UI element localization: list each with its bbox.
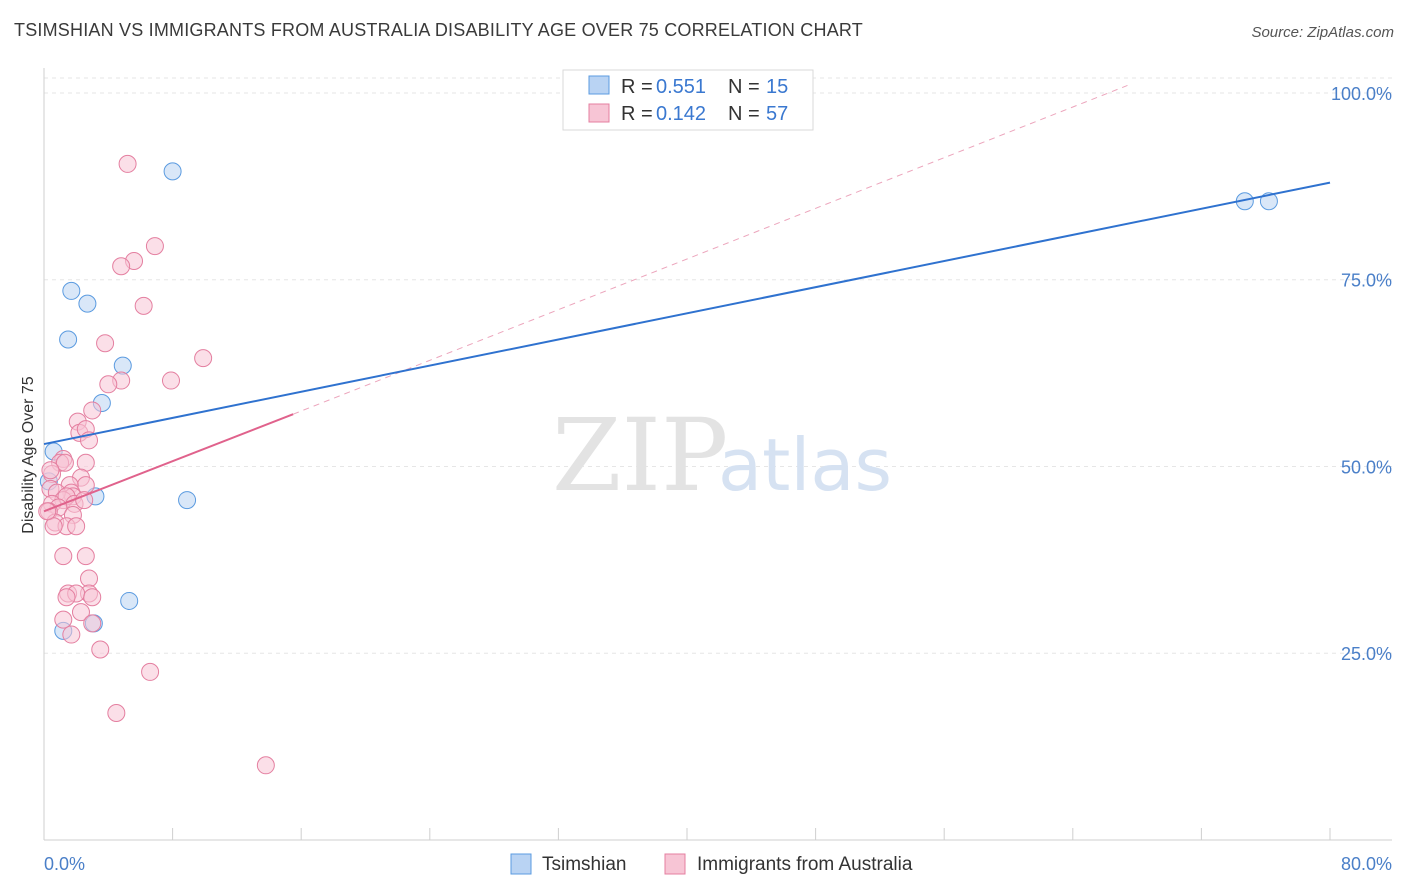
point-australia [71,603,90,622]
point-australia [55,453,74,472]
legend-box: R = 0.551 N = 15 R = 0.142 N = 57 [562,69,814,131]
data-points [38,154,1278,775]
point-tsimshian [178,491,197,510]
point-tsimshian [1259,192,1278,211]
x-tick-label-max: 80.0% [1341,854,1392,874]
bottom-legend: Tsimshian Immigrants from Australia [510,853,913,875]
y-tick-label: 75.0% [1341,271,1392,291]
y-tick-label: 100.0% [1331,84,1392,104]
bottom-legend-label-australia: Immigrants from Australia [697,854,913,875]
point-tsimshian [163,162,182,181]
axes [43,68,1392,841]
source-label: Source: ZipAtlas.com [1251,24,1394,41]
point-australia [83,401,102,420]
point-australia [96,334,115,353]
x-ticks [172,828,1331,840]
legend-n-value-2: 57 [766,103,788,125]
bottom-legend-label-tsimshian: Tsimshian [542,854,626,875]
point-tsimshian [59,330,78,349]
legend-r-label-2: R = [621,103,653,125]
point-australia [112,257,131,276]
watermark: ZIP atlas [552,397,892,514]
legend-swatch-tsimshian [588,75,610,95]
legend-n-label-1: N = [728,76,760,98]
legend-n-label-2: N = [728,103,760,125]
grid-lines [44,77,1392,654]
legend-r-value-2: 0.142 [656,103,706,125]
point-tsimshian [113,356,132,375]
legend-r-label-1: R = [621,76,653,98]
y-tick-labels: 100.0% 75.0% 50.0% 25.0% [1331,84,1392,664]
point-tsimshian [120,591,139,610]
point-australia [256,756,275,775]
point-australia [38,502,57,521]
legend-n-value-1: 15 [766,76,788,98]
bottom-legend-swatch-tsimshian [510,853,532,875]
point-australia [145,237,164,256]
point-tsimshian [78,294,97,313]
point-australia [141,662,160,681]
trend-lines [43,85,1331,513]
point-australia [134,296,153,315]
point-australia [76,453,95,472]
chart-title: TSIMSHIAN VS IMMIGRANTS FROM AUSTRALIA D… [14,20,863,40]
point-australia [83,588,102,607]
legend-r-value-1: 0.551 [656,76,706,98]
point-australia [62,625,81,644]
legend-swatch-australia [588,103,610,123]
point-australia [76,547,95,566]
point-australia [57,588,76,607]
point-australia [75,491,94,510]
y-tick-label: 25.0% [1341,644,1392,664]
point-tsimshian [62,281,81,300]
point-australia [67,517,86,536]
watermark-zip: ZIP [552,397,728,514]
point-australia [54,610,73,629]
trend-line-1 [43,413,294,513]
bottom-legend-swatch-australia [664,853,686,875]
point-australia [54,547,73,566]
point-australia [194,349,213,368]
point-australia [83,614,102,633]
x-tick-label-min: 0.0% [44,854,85,874]
y-tick-label: 50.0% [1341,457,1392,477]
point-australia [44,517,63,536]
point-australia [41,461,60,480]
point-australia [91,640,110,659]
trend-line-0 [43,181,1331,446]
watermark-atlas: atlas [718,423,892,507]
point-australia [99,375,118,394]
point-australia [118,154,137,173]
y-axis-label: Disability Age Over 75 [20,376,37,534]
point-australia [161,371,180,390]
point-australia [107,704,126,722]
